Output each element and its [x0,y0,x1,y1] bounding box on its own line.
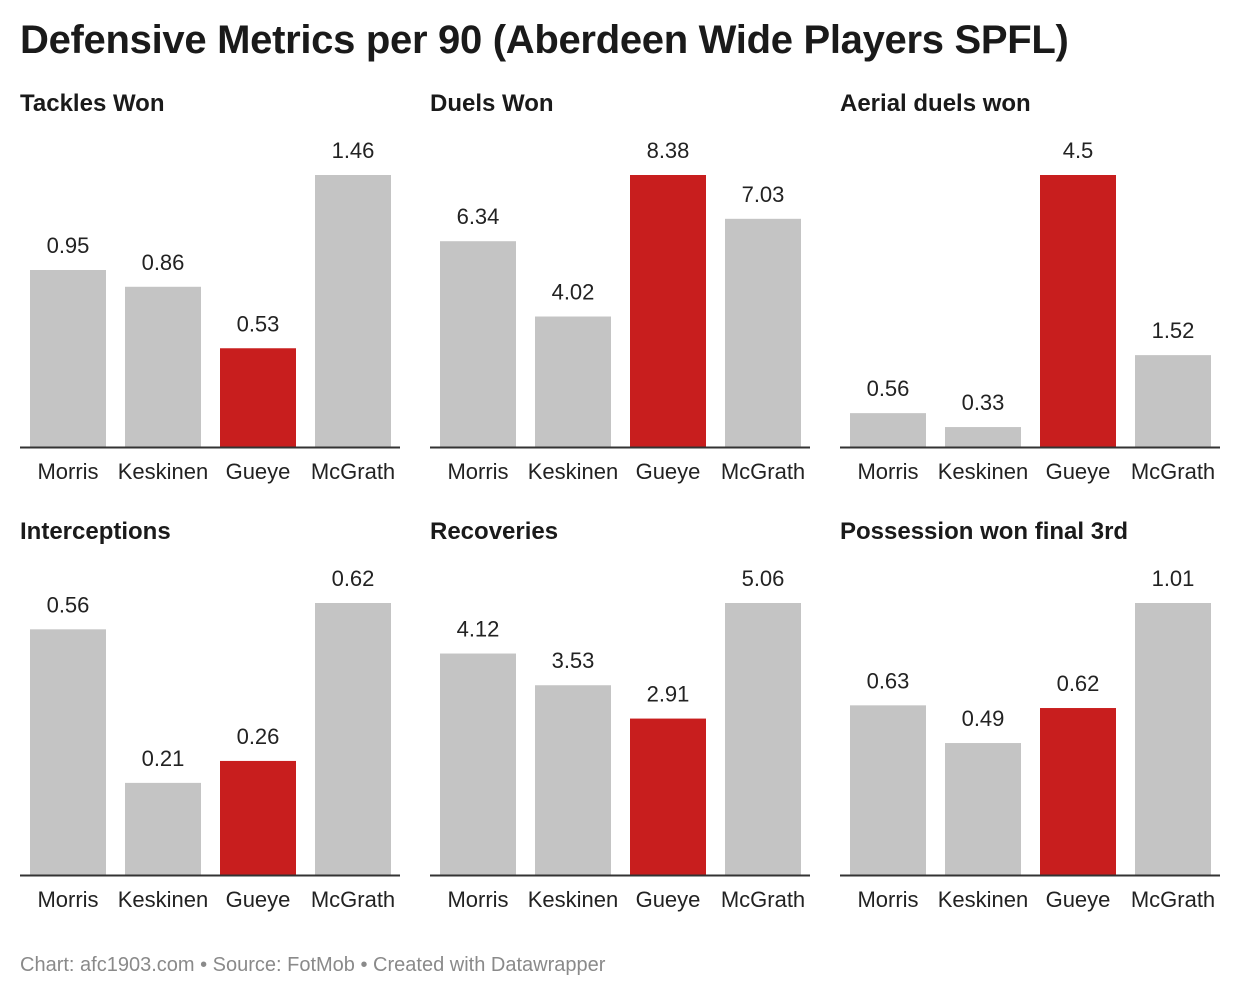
data-label: 5.06 [742,566,785,591]
category-label: Morris [447,459,508,484]
bar [535,316,611,447]
data-label: 4.12 [457,617,500,642]
bar [125,782,201,875]
category-label: Gueye [226,459,291,484]
bar [1040,175,1116,447]
bar [125,286,201,447]
bar [725,603,801,875]
bar [945,743,1021,875]
category-label: Keskinen [118,459,209,484]
data-label: 0.95 [47,233,90,258]
bar [30,629,106,875]
bar [1135,603,1211,875]
data-label: 0.56 [867,376,910,401]
panel-title: Interceptions [20,518,171,545]
bar [315,175,391,447]
category-label: Morris [37,887,98,912]
bar [1040,708,1116,875]
chart-footer: Chart: afc1903.com • Source: FotMob • Cr… [20,954,606,976]
panel-title: Duels Won [430,90,554,117]
category-label: Gueye [636,459,701,484]
category-label: Gueye [1046,459,1111,484]
chart-title: Defensive Metrics per 90 (Aberdeen Wide … [20,18,1069,62]
panel-title: Possession won final 3rd [840,518,1129,545]
bar [220,348,296,447]
category-label: McGrath [311,887,395,912]
data-label: 7.03 [742,182,785,207]
data-label: 1.52 [1152,318,1195,343]
category-label: Keskinen [118,887,209,912]
data-label: 0.49 [962,706,1005,731]
category-label: Keskinen [938,887,1029,912]
category-label: Morris [37,459,98,484]
bar-chart-svg: 0.56 Morris 0.33 Keskinen 4.5 Gueye 1.52 McGrat… [840,138,1220,484]
data-label: 4.5 [1063,138,1094,163]
panel-title: Aerial duels won [840,90,1031,117]
panel-title: Recoveries [430,518,559,545]
data-label: 0.56 [47,592,90,617]
bar [440,653,516,875]
category-label: McGrath [721,459,805,484]
data-label: 0.63 [867,668,910,693]
bar [725,218,801,447]
category-label: Morris [857,459,918,484]
data-label: 0.62 [332,566,375,591]
data-label: 4.02 [552,280,595,305]
bar [1135,355,1211,447]
data-label: 1.46 [332,138,375,163]
bar [535,685,611,875]
bar [30,270,106,447]
data-label: 6.34 [457,204,500,229]
bar [945,427,1021,447]
category-label: McGrath [311,459,395,484]
data-label: 3.53 [552,648,595,673]
chart-panel: Aerial duels won 0.56 Morris 0.33 Keskinen 4.… [840,90,1220,500]
data-label: 0.33 [962,390,1005,415]
category-label: Morris [447,887,508,912]
bar [440,241,516,447]
data-label: 0.21 [142,746,185,771]
category-label: McGrath [1131,887,1215,912]
category-label: McGrath [721,887,805,912]
bar [630,718,706,875]
bar [630,175,706,447]
chart-panel: Recoveries 4.12 Morris 3.53 Keskinen 2.91 Guey… [430,518,810,928]
data-label: 0.53 [237,311,280,336]
data-label: 0.62 [1057,671,1100,696]
data-label: 2.91 [647,682,690,707]
category-label: Morris [857,887,918,912]
chart-panel: Interceptions 0.56 Morris 0.21 Keskinen 0.26 G… [20,518,400,928]
bar-chart-svg: 6.34 Morris 4.02 Keskinen 8.38 Gueye 7.03 McGra… [430,138,810,484]
bar [850,413,926,447]
category-label: Gueye [636,887,701,912]
bar-chart-svg: 0.63 Morris 0.49 Keskinen 0.62 Gueye 1.01 McGra… [840,566,1220,912]
panel-title: Tackles Won [20,90,165,117]
chart-panel: Possession won final 3rd 0.63 Morris 0.49 Ke… [840,518,1220,928]
bar [850,705,926,875]
bar-chart-svg: 0.95 Morris 0.86 Keskinen 0.53 Gueye 1.46 McGra… [20,138,400,484]
category-label: Keskinen [938,459,1029,484]
category-label: Gueye [1046,887,1111,912]
chart-panel: Duels Won 6.34 Morris 4.02 Keskinen 8.38 Gueye… [430,90,810,500]
data-label: 1.01 [1152,566,1195,591]
data-label: 0.26 [237,724,280,749]
data-label: 0.86 [142,250,185,275]
data-label: 8.38 [647,138,690,163]
chart-panel: Tackles Won 0.95 Morris 0.86 Keskinen 0.53 Gue… [20,90,400,500]
category-label: Keskinen [528,887,619,912]
bar-chart-svg: 0.56 Morris 0.21 Keskinen 0.26 Gueye 0.62 McGra… [20,566,400,912]
category-label: Gueye [226,887,291,912]
category-label: Keskinen [528,459,619,484]
bar-chart-svg: 4.12 Morris 3.53 Keskinen 2.91 Gueye 5.06 McGra… [430,566,810,912]
bar [315,603,391,875]
category-label: McGrath [1131,459,1215,484]
bar [220,760,296,875]
